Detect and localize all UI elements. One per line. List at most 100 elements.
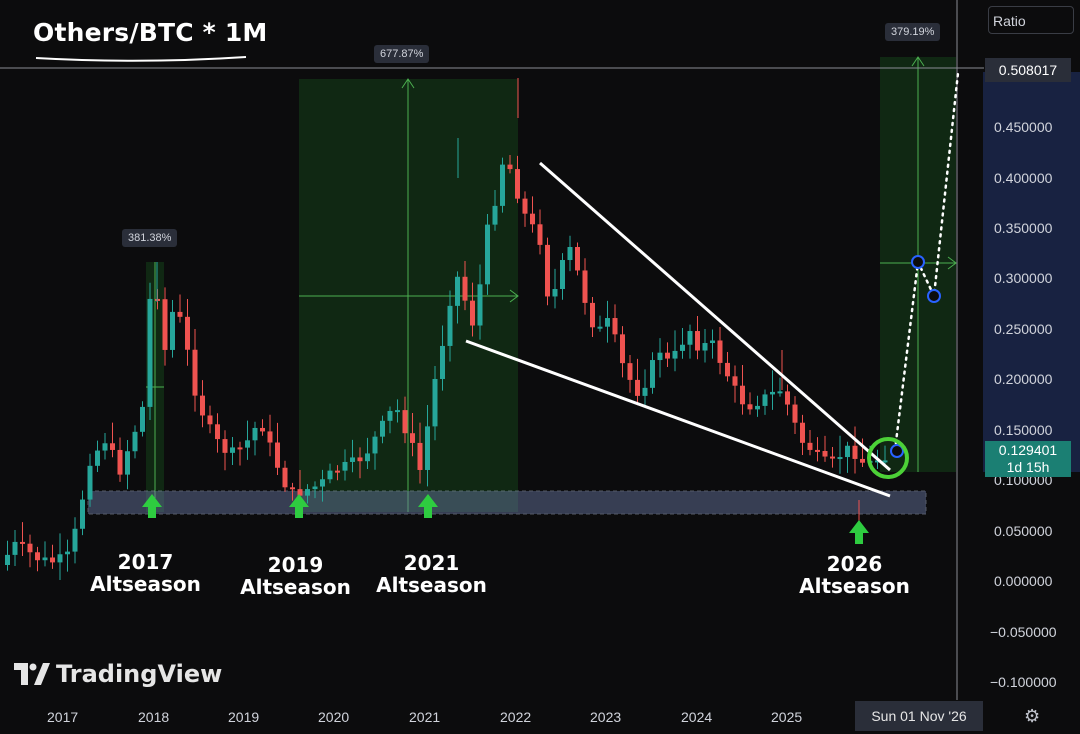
candle-body (515, 169, 520, 199)
candle-body (830, 456, 835, 459)
x-tick-label: 2017 (47, 709, 79, 725)
gear-icon[interactable]: ⚙ (1024, 706, 1041, 726)
candle-body (12, 541, 18, 555)
candle-body (350, 457, 355, 462)
candle-body (275, 442, 280, 468)
candle-body (132, 431, 138, 452)
breakout-circle (867, 437, 909, 479)
candle-body (545, 244, 550, 297)
candle-body (170, 311, 175, 350)
candle-body (822, 451, 828, 457)
candle-body (642, 387, 648, 396)
candle-body (207, 415, 213, 425)
candle-body (470, 300, 475, 326)
candle-body (395, 410, 400, 413)
annotation-label: Altseason (240, 575, 351, 599)
candle-body (477, 284, 483, 326)
candle-body (102, 443, 108, 451)
candle-body (882, 460, 888, 463)
annotation-2019: 2019 Altseason (238, 554, 353, 598)
candle-body (582, 270, 588, 303)
candle-body (522, 198, 528, 214)
y-tick-label: 0.450000 (994, 119, 1053, 135)
candle-body (87, 465, 93, 500)
annotation-year: 2021 (403, 551, 460, 575)
candle-body (57, 554, 63, 563)
current-price: 0.129401 (998, 442, 1058, 458)
candle-body (417, 442, 423, 470)
candle-body (305, 489, 310, 496)
candle-body (162, 299, 168, 350)
candle-body (455, 276, 460, 306)
projection-point-2 (927, 289, 941, 303)
candle-body (177, 311, 183, 317)
candle-body (620, 334, 625, 364)
x-tick-label: 2024 (681, 709, 713, 725)
candle-body (462, 276, 468, 301)
candle-body (837, 457, 843, 460)
candle-body (492, 205, 498, 225)
candle-body (680, 344, 685, 351)
candle-body (815, 449, 820, 452)
candle-body (357, 457, 363, 462)
annotation-2017: 2017 Altseason (88, 551, 203, 595)
candle-body (650, 360, 655, 388)
measure-label-2021: 677.87% (374, 45, 430, 63)
measure-label-2017: 381.38% (122, 229, 178, 247)
y-tick-label: −0.050000 (990, 624, 1057, 640)
candle-body (297, 489, 303, 496)
candle-body (387, 410, 393, 421)
y-tick-label: 0.050000 (994, 523, 1053, 539)
candle-body (185, 316, 190, 350)
chart-title: Others/BTC * 1M (33, 18, 268, 47)
x-tick-label: 2025 (771, 709, 803, 725)
bar-countdown: 1d 15h (1006, 459, 1050, 475)
candle-body (80, 499, 85, 529)
candle-body (875, 460, 880, 463)
candle-body (140, 406, 145, 432)
crosshair-price-tag: 0.508017 (985, 58, 1071, 82)
y-tick-label: 0.300000 (994, 270, 1053, 286)
candle-body (192, 349, 198, 396)
candle-body (252, 427, 258, 441)
candle-body (575, 247, 580, 271)
candle-body (35, 552, 40, 561)
y-tick-label: 0.150000 (994, 422, 1053, 438)
candle-body (65, 551, 70, 555)
candle-body (5, 554, 10, 565)
candle-body (507, 164, 513, 170)
candle-body (860, 458, 865, 463)
candle-body (110, 443, 115, 450)
candle-body (755, 405, 760, 410)
candle-body (447, 305, 453, 346)
candle-body (785, 391, 790, 405)
candle-body (807, 442, 813, 450)
candle-body (440, 345, 445, 379)
candle-body (410, 433, 415, 443)
candle-body (230, 447, 235, 453)
x-tick-label: 2018 (138, 709, 170, 725)
annotation-year: 2017 (117, 550, 174, 574)
candle-body (237, 447, 243, 450)
candle-body (117, 449, 123, 475)
candle-body (717, 340, 723, 363)
candle-body (590, 302, 595, 328)
candle-body (762, 394, 768, 406)
scale-mode-button[interactable]: Ratio (988, 6, 1074, 34)
y-tick-label: 0.400000 (994, 170, 1053, 186)
candle-body (845, 445, 850, 458)
candle-body (365, 453, 370, 462)
candle-body (200, 395, 205, 416)
candle-body (702, 343, 708, 351)
season-arrows (142, 494, 869, 544)
annotation-year: 2019 (267, 553, 324, 577)
tradingview-logo[interactable]: TradingView (14, 660, 222, 688)
candle-body (485, 224, 490, 285)
candle-body (320, 479, 325, 487)
y-tick-label: 0.250000 (994, 321, 1053, 337)
wedge-upper-line (539, 161, 891, 472)
candle-body (245, 440, 250, 448)
candle-body (530, 213, 535, 225)
candle-body (20, 541, 25, 544)
